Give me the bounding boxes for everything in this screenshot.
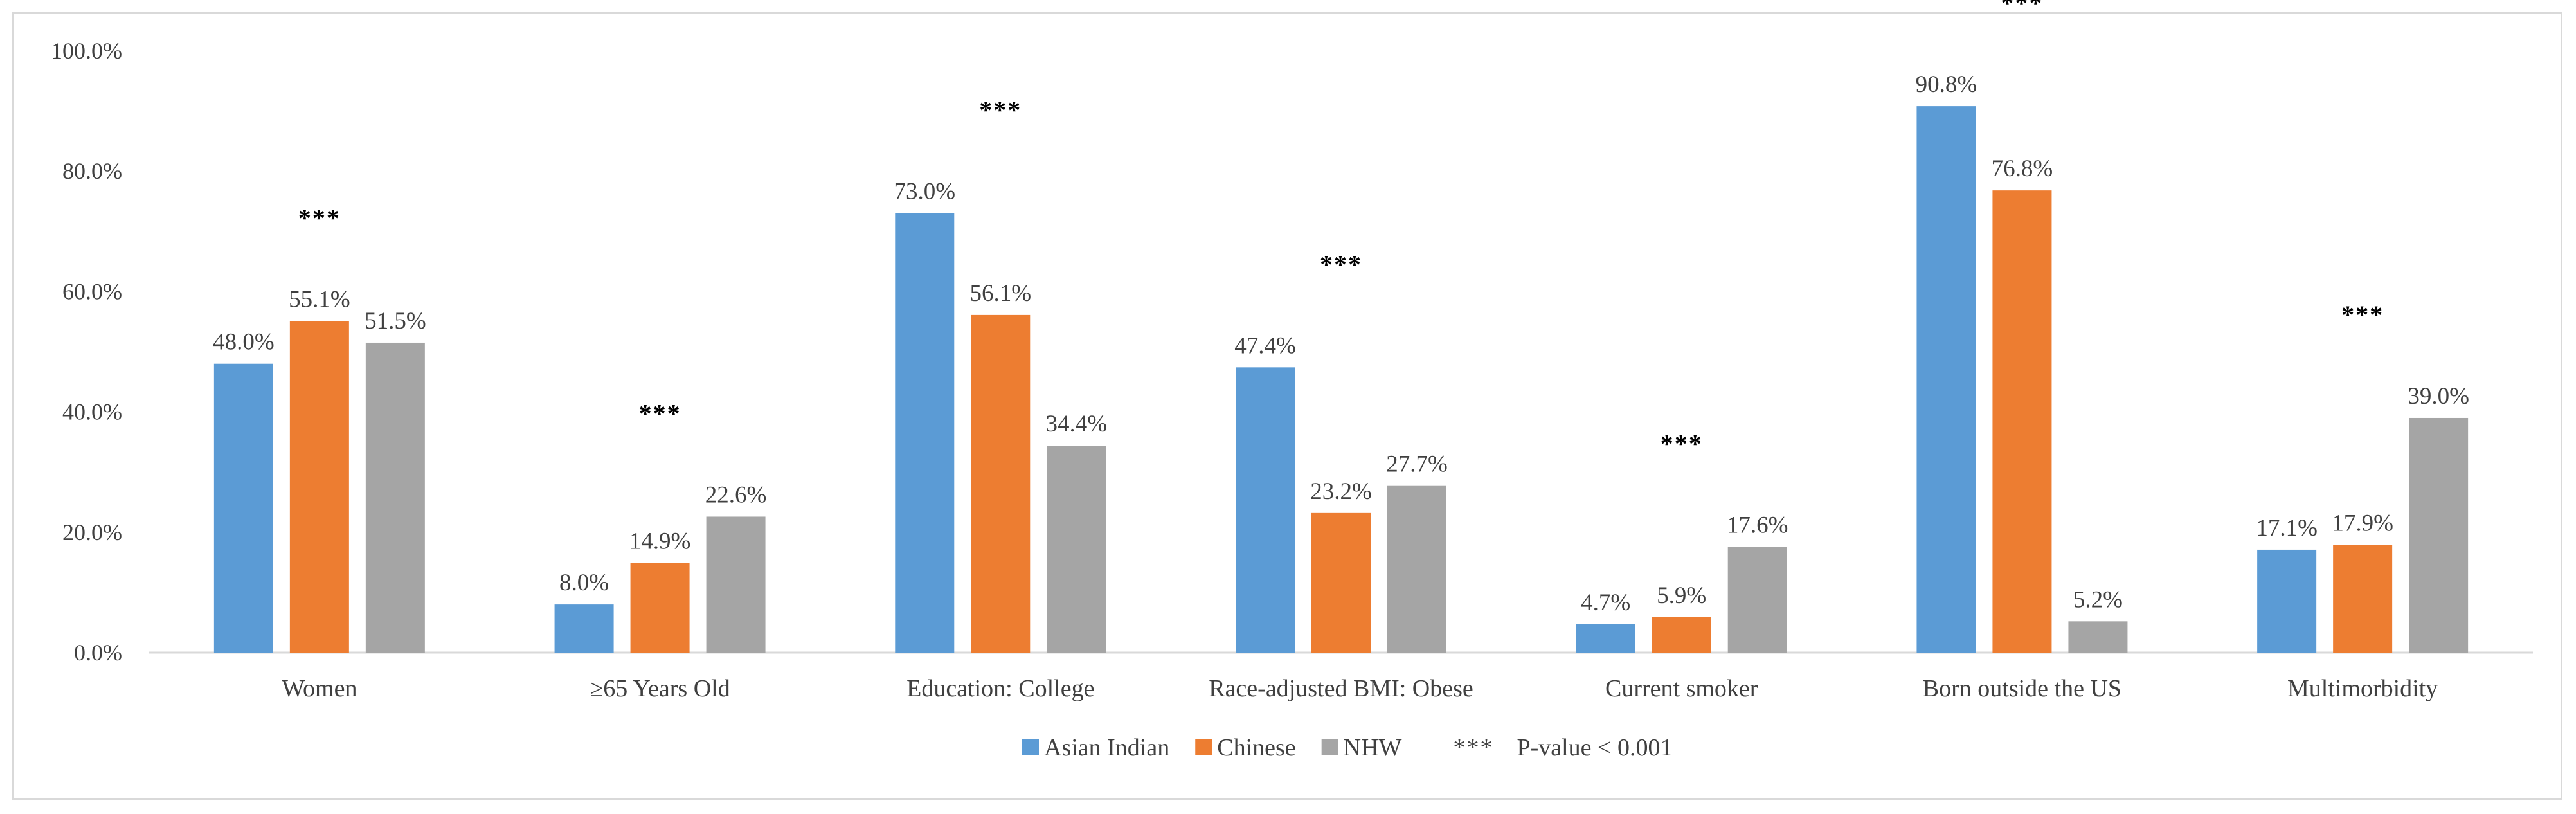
- data-label: 27.7%: [1386, 451, 1448, 478]
- bar-chinese: [1311, 512, 1371, 653]
- bar-asian-indian: [895, 213, 955, 653]
- legend-swatch: [1321, 739, 1338, 755]
- data-label: 47.4%: [1234, 332, 1296, 359]
- data-label: 90.8%: [1916, 71, 1977, 98]
- data-label: 8.0%: [559, 570, 609, 596]
- bar-asian-indian: [554, 604, 614, 653]
- data-label: 76.8%: [1992, 156, 2053, 182]
- data-label: 17.9%: [2332, 510, 2393, 536]
- significance-marker: ***: [298, 203, 341, 232]
- x-category-label: ≥65 Years Old: [590, 675, 730, 702]
- x-category-label: Current smoker: [1605, 675, 1758, 702]
- data-label: 55.1%: [289, 286, 350, 312]
- significance-marker: ***: [979, 96, 1022, 125]
- legend-swatch: [1195, 739, 1212, 755]
- bar-nhw: [365, 342, 425, 653]
- bar-chinese: [1652, 617, 1711, 653]
- bar-chinese: [289, 321, 349, 653]
- y-tick-label: 40.0%: [62, 399, 122, 425]
- y-tick-label: 20.0%: [62, 520, 122, 545]
- y-tick-label: 0.0%: [74, 640, 122, 665]
- bar-asian-indian: [1576, 624, 1635, 653]
- legend-significance-marker: ***: [1453, 734, 1493, 761]
- significance-marker: ***: [1661, 429, 1703, 458]
- bar-asian-indian: [2257, 549, 2317, 653]
- data-label: 34.4%: [1045, 411, 1107, 437]
- y-tick-label: 100.0%: [51, 38, 122, 64]
- data-label: 5.2%: [2073, 586, 2123, 613]
- x-category-label: Women: [282, 675, 357, 702]
- bar-asian-indian: [1236, 367, 1295, 653]
- data-label: 22.6%: [705, 482, 767, 508]
- data-label: 17.1%: [2256, 515, 2318, 541]
- bar-nhw: [1727, 547, 1787, 653]
- x-category-label: Race-adjusted BMI: Obese: [1209, 675, 1473, 702]
- bar-chinese: [1992, 190, 2052, 653]
- bar-chinese: [630, 563, 690, 653]
- x-category-label: Born outside the US: [1923, 675, 2121, 702]
- y-tick-label: 80.0%: [62, 158, 122, 184]
- bar-nhw: [2068, 621, 2128, 653]
- x-category-label: Multimorbidity: [2287, 675, 2438, 702]
- bar-asian-indian: [213, 363, 273, 653]
- significance-marker: ***: [1320, 249, 1362, 278]
- data-label: 4.7%: [1581, 590, 1630, 616]
- data-label: 51.5%: [365, 308, 426, 334]
- significance-marker: ***: [2341, 300, 2384, 329]
- legend-label: Chinese: [1217, 734, 1295, 761]
- data-label: 73.0%: [894, 179, 955, 205]
- significance-marker: ***: [2001, 0, 2043, 17]
- significance-marker: ***: [639, 399, 681, 428]
- bar-nhw: [2409, 417, 2469, 653]
- data-label: 14.9%: [629, 529, 691, 555]
- legend-swatch: [1022, 739, 1039, 755]
- x-category-label: Education: College: [906, 675, 1094, 702]
- data-label: 23.2%: [1310, 478, 1372, 505]
- legend-significance-label: P-value < 0.001: [1517, 734, 1672, 761]
- bar-nhw: [1387, 485, 1446, 653]
- data-label: 39.0%: [2408, 383, 2469, 410]
- data-label: 48.0%: [213, 329, 275, 356]
- bar-asian-indian: [1916, 106, 1976, 653]
- data-label: 17.6%: [1727, 512, 1788, 538]
- bar-nhw: [1047, 446, 1106, 653]
- legend-label: NHW: [1344, 734, 1402, 761]
- bar-chinese: [971, 314, 1031, 653]
- y-tick-label: 60.0%: [62, 278, 122, 304]
- bar-nhw: [706, 516, 766, 653]
- data-label: 56.1%: [969, 280, 1031, 307]
- data-label: 5.9%: [1657, 583, 1706, 609]
- legend-label: Asian Indian: [1044, 734, 1169, 761]
- bar-chinese: [2333, 545, 2393, 653]
